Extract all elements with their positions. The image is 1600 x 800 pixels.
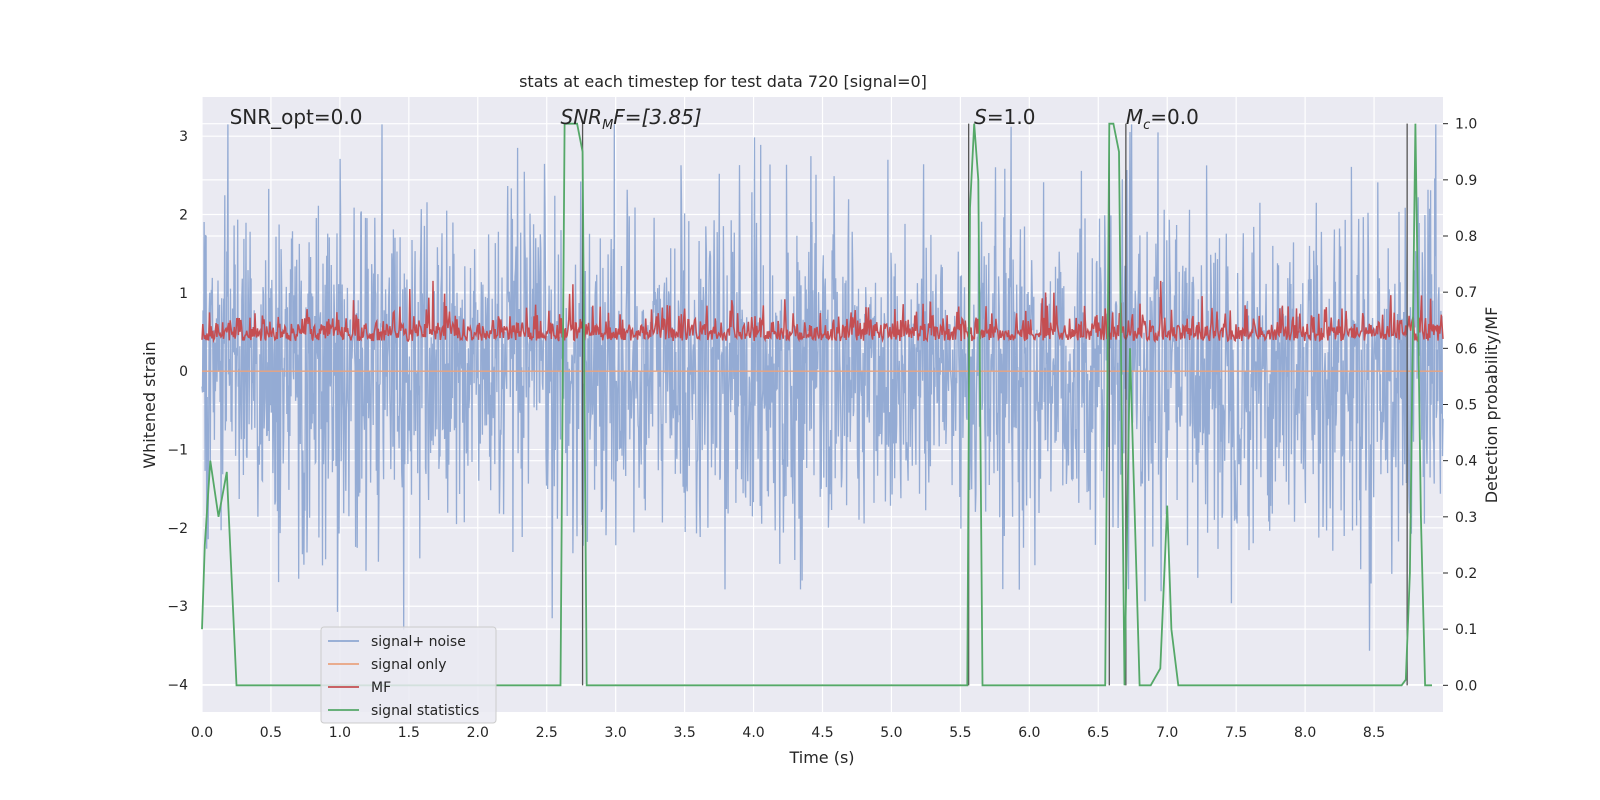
y-right-tick-label: 0.3 (1455, 510, 1477, 526)
annotations: SNR_opt=0.0 SNRMF=[3.85] S=1.0 Mc=0.0 (230, 105, 1199, 133)
legend-label: signal only (371, 657, 446, 673)
annotation-main: S (974, 105, 987, 129)
y-left-tick-label: 2 (179, 208, 188, 224)
series-layer (201, 122, 1444, 687)
x-tick-label: 4.5 (811, 725, 833, 741)
annotation-main: SNR (561, 105, 603, 129)
x-tick-label: 2.0 (467, 725, 489, 741)
x-tick-label: 5.5 (949, 725, 971, 741)
y-right-tick-label: 0.1 (1455, 622, 1477, 638)
legend-label: MF (371, 680, 391, 696)
y-left-tick-label: 1 (179, 286, 188, 302)
x-tick-label: 0.5 (260, 725, 282, 741)
x-tick-label: 1.5 (398, 725, 420, 741)
annotation-text: Mc=0.0 (1126, 105, 1199, 133)
y-left-tick-label: −4 (167, 678, 188, 694)
legend-box (320, 626, 497, 724)
x-tick-label: 7.0 (1156, 725, 1178, 741)
x-tick-label: 6.5 (1087, 725, 1109, 741)
x-tick-label: 7.5 (1225, 725, 1247, 741)
y-left-tick-label: −1 (167, 443, 188, 459)
annotation-subscript: M (602, 118, 613, 133)
x-tick-label: 6.0 (1018, 725, 1040, 741)
legend: signal+ noise signal only MF signal statist… (320, 626, 497, 724)
legend-label: signal+ noise (371, 634, 466, 650)
annotation-main: M (1126, 105, 1143, 129)
x-tick-label: 5.0 (880, 725, 902, 741)
annotation-main: SNR_opt=0.0 (230, 105, 363, 129)
y-right-tick-label: 1.0 (1455, 117, 1477, 133)
x-tick-label: 3.0 (605, 725, 627, 741)
y-left-tick-label: −2 (167, 521, 188, 537)
y-right-tick-label: 0.2 (1455, 566, 1477, 582)
annotation-tail: F=[3.85] (613, 105, 701, 129)
annotation-tail: =0.0 (1150, 105, 1199, 129)
y-left-tick-label: 3 (179, 129, 188, 145)
x-tick-label: 8.0 (1294, 725, 1316, 741)
y-right-tick-label: 0.6 (1455, 341, 1477, 357)
y-axis-left-label: Whitened strain (140, 341, 159, 468)
y-right-tick-label: 0.4 (1455, 454, 1477, 470)
y-axis-right-label: Detection probability/MF (1482, 307, 1501, 504)
y-left-tick-label: −3 (167, 599, 188, 615)
y-right-tick-label: 0.5 (1455, 398, 1477, 414)
ticks-layer: 0.0 0.5 1.0 1.5 2.0 2.5 3.0 3.5 4.0 4.5 5.0 5.5 6.0 6… (167, 117, 1477, 741)
y-right-tick-label: 0.7 (1455, 285, 1477, 301)
y-left-tick-label: 0 (179, 364, 188, 380)
series-mf-line (201, 280, 1444, 344)
x-tick-label: 4.0 (742, 725, 764, 741)
y-right-tick-label: 0.0 (1455, 678, 1477, 694)
x-tick-label: 8.5 (1363, 725, 1385, 741)
x-tick-label: 2.5 (536, 725, 558, 741)
x-tick-label: 3.5 (673, 725, 695, 741)
series-signal-statistics-line (201, 122, 1432, 687)
annotation-text: SNR_opt=0.0 (230, 105, 363, 129)
annotation-text: S=1.0 (974, 105, 1035, 129)
x-axis-label: Time (s) (788, 748, 854, 767)
annotation-subscript: c (1143, 118, 1150, 133)
chart-title: stats at each timestep for test data 720… (519, 72, 927, 91)
y-right-tick-label: 0.9 (1455, 173, 1477, 189)
y-right-tick-label: 0.8 (1455, 229, 1477, 245)
annotation-tail: =1.0 (987, 105, 1036, 129)
x-tick-label: 0.0 (191, 725, 213, 741)
x-tick-label: 1.0 (329, 725, 351, 741)
annotation-text: SNRMF=[3.85] (561, 105, 702, 133)
legend-label: signal statistics (371, 703, 479, 719)
